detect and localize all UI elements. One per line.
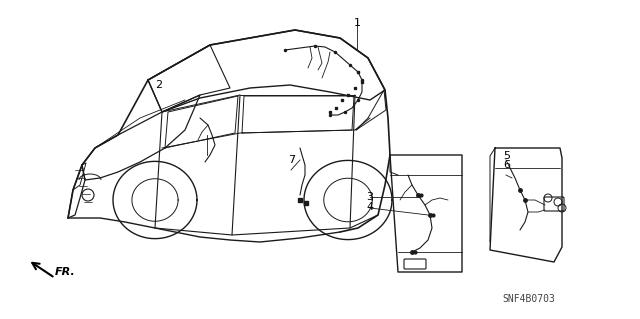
Text: 2: 2 [155,80,163,91]
Text: 1: 1 [354,18,360,28]
Text: 5: 5 [504,151,510,161]
Text: FR.: FR. [55,267,76,277]
Text: 6: 6 [504,160,510,170]
Text: 3: 3 [367,192,373,202]
Text: 4: 4 [366,202,374,212]
Text: SNF4B0703: SNF4B0703 [502,294,556,304]
Text: 7: 7 [287,155,295,165]
